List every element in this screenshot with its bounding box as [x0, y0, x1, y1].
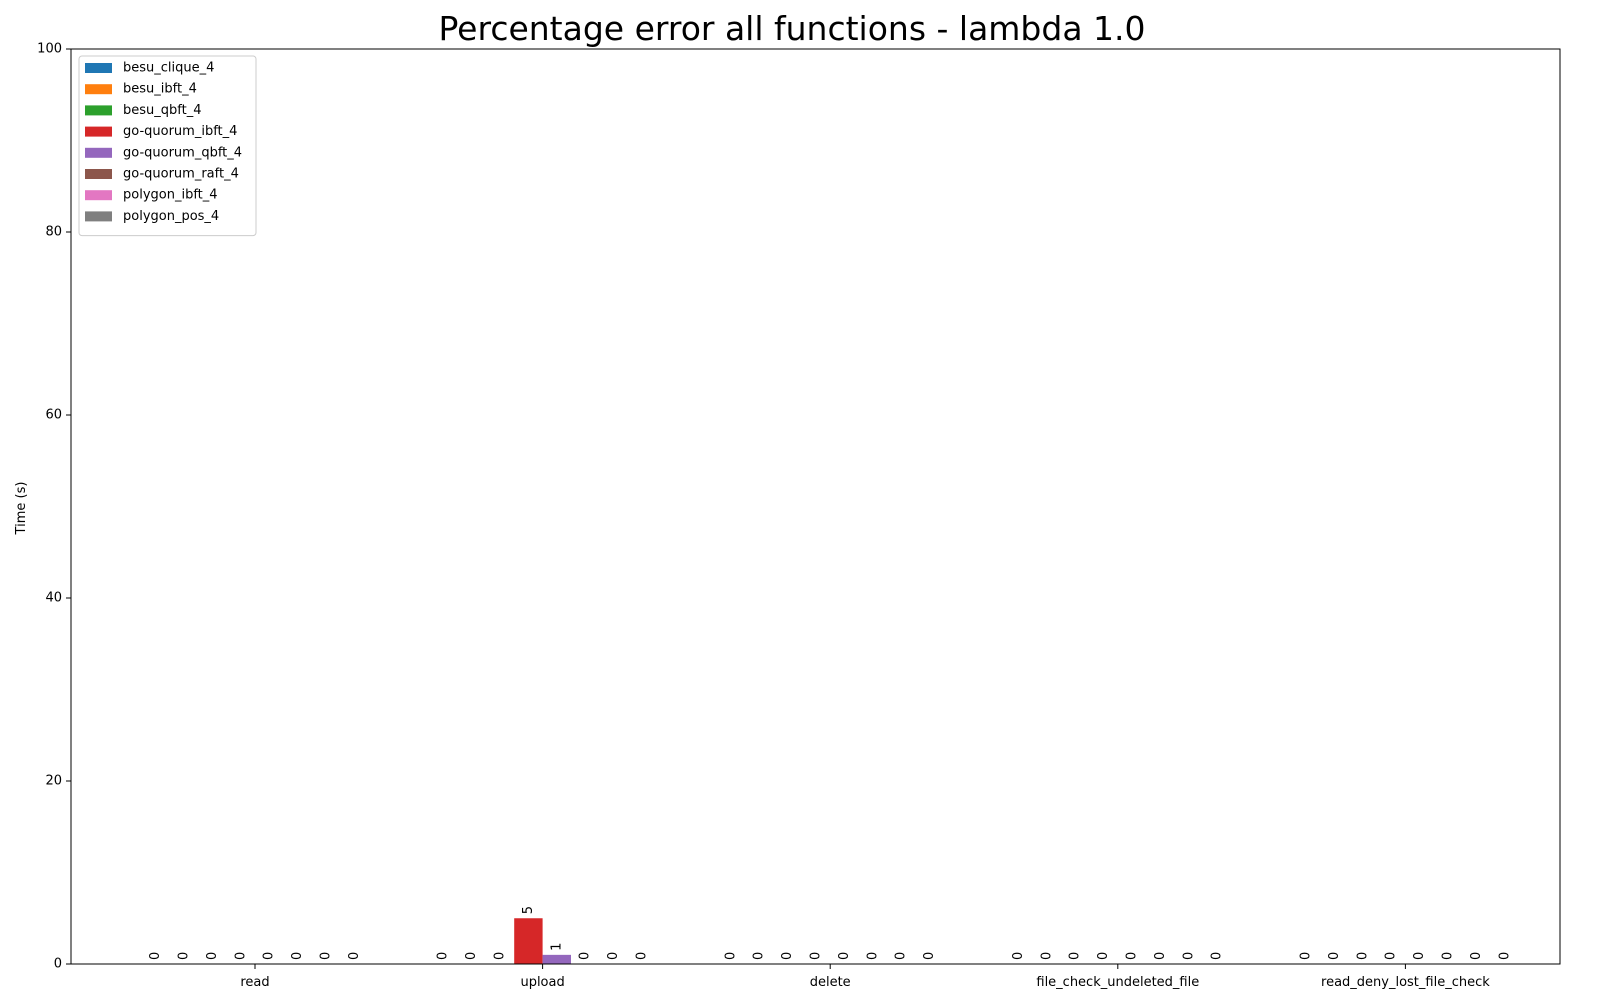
legend-entry-label: polygon_pos_4	[123, 209, 219, 224]
bar-value-label: 0	[148, 952, 163, 960]
y-tick-label: 100	[37, 42, 62, 57]
bar-value-label: 0	[1412, 952, 1427, 960]
legend-entry-label: polygon_ibft_4	[123, 188, 218, 203]
bar	[542, 954, 571, 964]
bar-value-label: 0	[1153, 952, 1168, 960]
legend-entry-label: go-quorum_qbft_4	[123, 145, 242, 160]
x-tick-label: read_deny_lost_file_check	[1321, 975, 1490, 990]
x-tick-label: upload	[520, 975, 564, 990]
legend-entry-label: go-quorum_raft_4	[123, 167, 239, 182]
bar-value-label: 0	[1497, 952, 1512, 960]
bar-value-label: 0	[578, 952, 593, 960]
legend-swatch	[85, 190, 112, 201]
bar-value-label: 0	[723, 952, 738, 960]
bar-value-label: 0	[233, 952, 248, 960]
legend-swatch	[85, 84, 112, 95]
bar-value-label: 0	[780, 952, 795, 960]
legend-swatch	[85, 63, 112, 73]
bar-value-label: 0	[1355, 952, 1370, 960]
bar-value-label: 0	[1068, 952, 1083, 960]
bar-value-label: 0	[464, 952, 479, 960]
legend-swatch	[85, 147, 112, 158]
bar-value-label: 0	[1441, 952, 1456, 960]
bar-value-label: 0	[1327, 952, 1342, 960]
legend-entry-label: go-quorum_ibft_4	[123, 124, 237, 139]
bar-value-label: 0	[837, 952, 852, 960]
bars-group	[514, 918, 571, 964]
bar-value-label: 0	[319, 952, 334, 960]
bar-value-label: 0	[1299, 952, 1314, 960]
bar-value-label: 0	[1011, 952, 1026, 960]
legend: besu_clique_4 besu_ibft_4 besu_qbft_4 go-qu…	[78, 55, 257, 237]
bar-value-label: 0	[290, 952, 305, 960]
bar-value-label: 0	[922, 952, 937, 960]
x-tick-label: file_check_undeleted_file	[1036, 975, 1199, 990]
bar-value-label: 0	[1469, 952, 1484, 960]
bar-value-label: 0	[894, 952, 909, 960]
bar	[514, 918, 543, 964]
x-axis-ticks: read upload delete file_check_undeleted_fil…	[240, 964, 1490, 990]
y-tick-label: 40	[45, 591, 62, 606]
bar-value-label: 0	[205, 952, 220, 960]
bar-value-label: 0	[1210, 952, 1225, 960]
bar-value-label: 0	[865, 952, 880, 960]
bar-value-label: 0	[752, 952, 767, 960]
legend-swatch	[85, 126, 112, 137]
bar-value-label: 0	[809, 952, 824, 960]
y-tick-label: 20	[45, 774, 62, 789]
bar-value-label: 0	[1096, 952, 1111, 960]
bar-value-label: 1	[549, 943, 564, 951]
y-axis-ticks: 0 20 40 60 80 100	[37, 42, 71, 972]
legend-box	[78, 55, 257, 237]
chart-title: Percentage error all functions - lambda …	[438, 9, 1145, 48]
bar-value-label: 0	[635, 952, 650, 960]
bar-value-label: 0	[347, 952, 362, 960]
bar-value-label: 0	[1384, 952, 1399, 960]
legend-swatch	[85, 105, 112, 116]
legend-entry-label: besu_qbft_4	[123, 103, 201, 118]
bar-value-label: 0	[1125, 952, 1140, 960]
y-tick-label: 60	[45, 408, 62, 423]
plot-frame	[70, 48, 1561, 965]
legend-entry-label: besu_ibft_4	[123, 82, 197, 97]
bar-value-label: 0	[1039, 952, 1054, 960]
bar-value-label: 0	[1181, 952, 1196, 960]
y-axis-label: Time (s)	[14, 482, 29, 536]
bar-value-label: 0	[436, 952, 451, 960]
legend-swatch	[85, 169, 112, 179]
legend-swatch	[85, 211, 112, 222]
x-tick-label: delete	[810, 975, 851, 990]
legend-entry-label: besu_clique_4	[123, 61, 214, 76]
bar-value-label: 0	[493, 952, 508, 960]
y-tick-label: 0	[54, 957, 62, 972]
x-tick-label: read	[240, 975, 269, 990]
bar-value-label: 5	[521, 906, 536, 914]
bar-value-label: 0	[262, 952, 277, 960]
bar-value-label: 0	[606, 952, 621, 960]
bar-value-label: 0	[177, 952, 192, 960]
y-tick-label: 80	[45, 225, 62, 240]
